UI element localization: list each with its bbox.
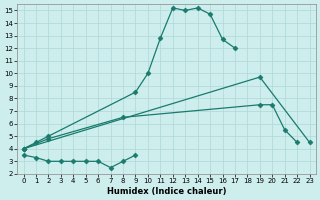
X-axis label: Humidex (Indice chaleur): Humidex (Indice chaleur) (107, 187, 226, 196)
